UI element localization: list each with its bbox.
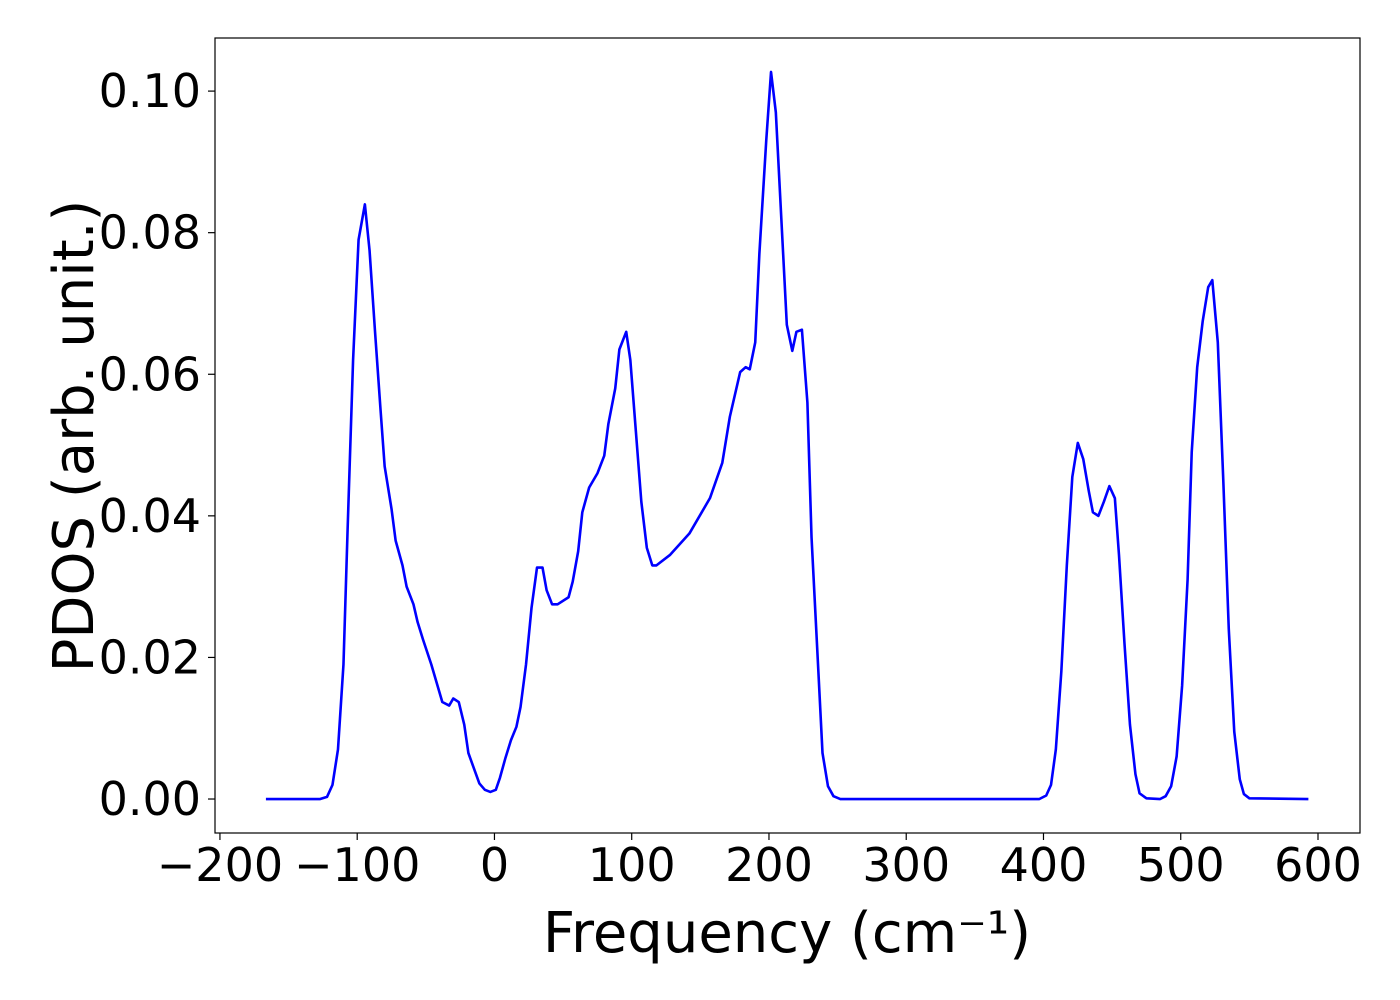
x-tick-label: 600: [1274, 838, 1362, 892]
x-tick-label: 200: [725, 838, 813, 892]
y-tick-label: 0.04: [99, 489, 201, 543]
x-tick-label: 300: [862, 838, 950, 892]
x-tick-label: 0: [480, 838, 509, 892]
y-tick-label: 0.00: [99, 772, 201, 826]
line-series: [265, 70, 1309, 801]
y-axis-label: PDOS (arb. unit.): [42, 200, 107, 673]
x-tick-label: 100: [588, 838, 676, 892]
x-axis-label: Frequency (cm⁻¹): [543, 901, 1031, 966]
y-tick-label: 0.06: [99, 347, 201, 401]
y-tick-label: 0.08: [99, 206, 201, 260]
x-tick-label: 400: [1000, 838, 1088, 892]
y-tick-label: 0.10: [99, 64, 201, 118]
plot-frame: [214, 37, 1361, 834]
x-tick-label: −100: [294, 838, 420, 892]
x-tick-label: 500: [1137, 838, 1225, 892]
y-tick-label: 0.02: [99, 630, 201, 684]
x-tick-label: −200: [157, 838, 283, 892]
